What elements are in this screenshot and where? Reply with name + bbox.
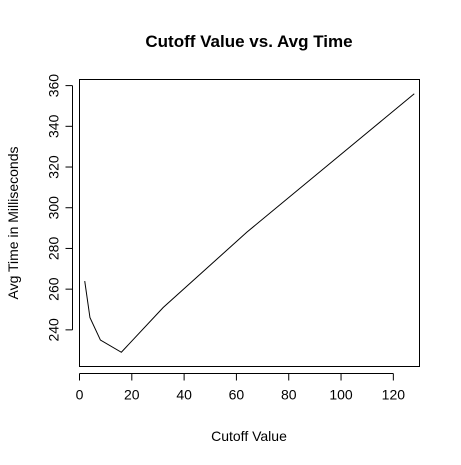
x-tick-label: 100 bbox=[329, 387, 353, 403]
x-axis-label: Cutoff Value bbox=[211, 428, 287, 444]
y-tick-label: 320 bbox=[46, 155, 62, 179]
x-tick-label: 60 bbox=[229, 387, 245, 403]
y-tick-label: 240 bbox=[46, 318, 62, 342]
y-tick-label: 260 bbox=[46, 277, 62, 301]
plot-area-border bbox=[79, 79, 420, 367]
x-tick-label: 20 bbox=[124, 387, 140, 403]
y-tick-label: 280 bbox=[46, 237, 62, 261]
y-axis: 240 260 280 300 320 340 360 bbox=[46, 74, 73, 342]
y-tick-label: 360 bbox=[46, 74, 62, 98]
x-tick-label: 0 bbox=[76, 387, 84, 403]
chart-title: Cutoff Value vs. Avg Time bbox=[145, 32, 352, 51]
y-axis-label: Avg Time in Milliseconds bbox=[5, 146, 21, 299]
series-layer bbox=[84, 93, 415, 353]
y-tick-label: 340 bbox=[46, 114, 62, 138]
x-tick-label: 40 bbox=[176, 387, 192, 403]
x-tick-label: 120 bbox=[382, 387, 406, 403]
x-axis: 0 20 40 60 80 100 120 bbox=[76, 373, 406, 403]
y-tick-label: 300 bbox=[46, 196, 62, 220]
series-line bbox=[84, 93, 415, 353]
x-tick-label: 80 bbox=[281, 387, 297, 403]
